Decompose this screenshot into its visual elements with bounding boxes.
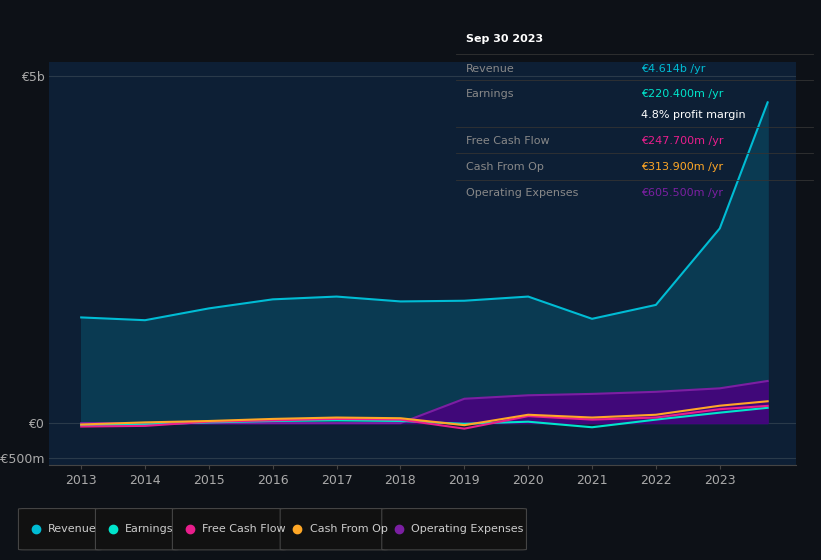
Text: Revenue: Revenue	[48, 524, 97, 534]
Text: Revenue: Revenue	[466, 64, 515, 74]
FancyBboxPatch shape	[95, 508, 179, 550]
Text: Free Cash Flow: Free Cash Flow	[202, 524, 286, 534]
FancyBboxPatch shape	[280, 508, 388, 550]
Text: Operating Expenses: Operating Expenses	[466, 188, 579, 198]
Text: Cash From Op: Cash From Op	[310, 524, 388, 534]
Text: €4.614b /yr: €4.614b /yr	[641, 64, 706, 74]
Text: Operating Expenses: Operating Expenses	[411, 524, 524, 534]
Text: €313.900m /yr: €313.900m /yr	[641, 162, 723, 172]
FancyBboxPatch shape	[172, 508, 287, 550]
Text: Free Cash Flow: Free Cash Flow	[466, 136, 550, 146]
FancyBboxPatch shape	[18, 508, 102, 550]
Text: 4.8% profit margin: 4.8% profit margin	[641, 110, 746, 120]
Text: €247.700m /yr: €247.700m /yr	[641, 136, 724, 146]
Text: Earnings: Earnings	[125, 524, 173, 534]
Text: Cash From Op: Cash From Op	[466, 162, 544, 172]
FancyBboxPatch shape	[382, 508, 526, 550]
Text: €220.400m /yr: €220.400m /yr	[641, 89, 724, 99]
Text: Sep 30 2023: Sep 30 2023	[466, 34, 544, 44]
Text: Earnings: Earnings	[466, 89, 515, 99]
Text: €605.500m /yr: €605.500m /yr	[641, 188, 723, 198]
